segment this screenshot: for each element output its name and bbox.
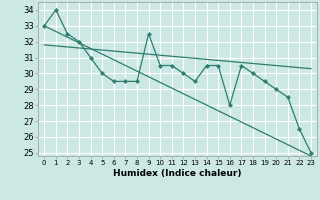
X-axis label: Humidex (Indice chaleur): Humidex (Indice chaleur) bbox=[113, 169, 242, 178]
